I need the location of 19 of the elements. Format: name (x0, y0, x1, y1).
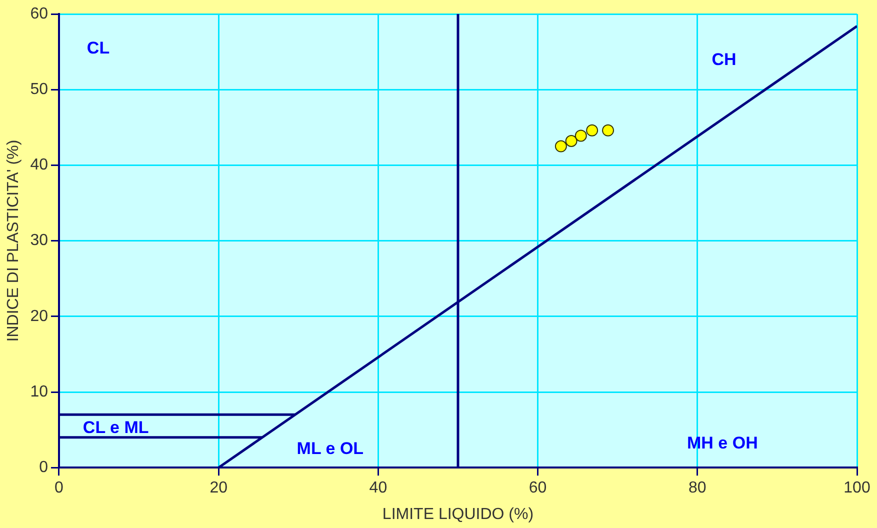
y-tick-label: 60 (30, 5, 48, 22)
y-tick-label: 50 (30, 81, 48, 98)
y-axis-title: INDICE DI PLASTICITA' (%) (5, 140, 22, 342)
y-tick-label: 40 (30, 156, 48, 174)
x-tick-label: 0 (54, 480, 64, 497)
x-tick-label: 100 (844, 480, 870, 497)
x-tick-label: 80 (688, 480, 706, 497)
annotation: CH (712, 50, 736, 69)
y-tick-label: 10 (30, 383, 48, 400)
y-tick-label: 30 (30, 232, 48, 250)
x-axis-title: LIMITE LIQUIDO (%) (382, 506, 534, 523)
annotation: ML e OL (296, 439, 364, 458)
annotation: CL e ML (82, 418, 149, 437)
y-tick-label: 0 (39, 459, 48, 476)
x-tick-label: 20 (210, 480, 228, 497)
x-tick-label: 60 (528, 480, 547, 497)
x-tick-label: 40 (369, 480, 388, 497)
y-tick-label: 20 (30, 308, 48, 325)
annotation: CL (86, 38, 110, 58)
